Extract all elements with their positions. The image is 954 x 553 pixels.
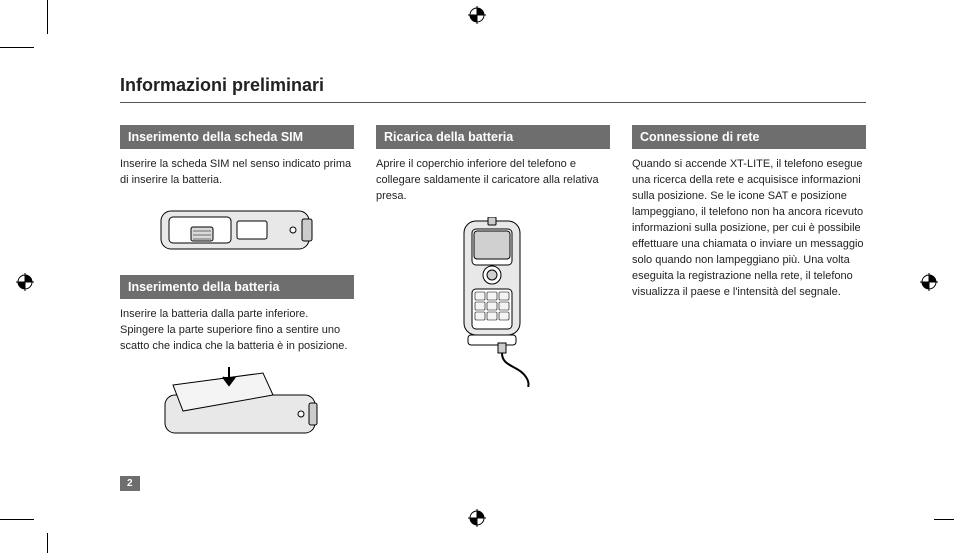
registration-mark-icon [468, 509, 486, 527]
column-layout: Inserimento della scheda SIM Inserire la… [120, 125, 866, 457]
crop-mark [0, 47, 34, 48]
section-body-battery: Inserire la batteria dalla parte inferio… [120, 307, 354, 355]
section-heading-sim: Inserimento della scheda SIM [120, 125, 354, 149]
column-1: Inserimento della scheda SIM Inserire la… [120, 125, 354, 457]
illustration-battery [120, 367, 354, 441]
section-body-sim: Inserire la scheda SIM nel senso indicat… [120, 157, 354, 189]
crop-mark [47, 0, 48, 34]
column-2: Ricarica della batteria Aprire il coperc… [376, 125, 610, 457]
section-heading-network: Connessione di rete [632, 125, 866, 149]
section-body-network: Quando si accende XT-LITE, il telefono e… [632, 157, 866, 300]
page-content: Informazioni preliminari Inserimento del… [120, 75, 866, 491]
section-heading-charge: Ricarica della batteria [376, 125, 610, 149]
page-title: Informazioni preliminari [120, 75, 866, 103]
section-body-charge: Aprire il coperchio inferiore del telefo… [376, 157, 610, 205]
column-3: Connessione di rete Quando si accende XT… [632, 125, 866, 457]
registration-mark-icon [16, 273, 34, 291]
crop-mark [0, 519, 34, 520]
crop-mark [934, 519, 954, 520]
registration-mark-icon [468, 6, 486, 24]
illustration-sim [120, 201, 354, 259]
section-heading-battery: Inserimento della batteria [120, 275, 354, 299]
crop-mark [47, 533, 48, 553]
registration-mark-icon [920, 273, 938, 291]
page-number: 2 [120, 476, 140, 491]
illustration-charge [376, 217, 610, 387]
